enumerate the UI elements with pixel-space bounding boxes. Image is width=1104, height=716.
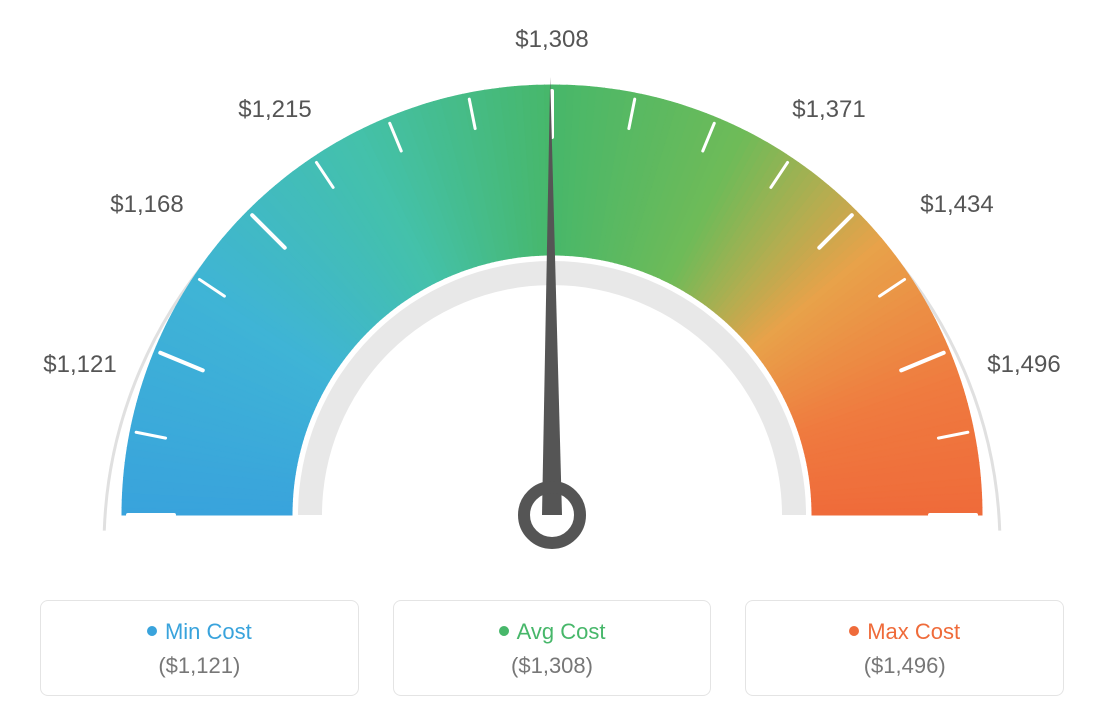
gauge-svg xyxy=(20,20,1084,580)
dot-icon xyxy=(849,626,859,636)
legend-value: ($1,496) xyxy=(756,653,1053,679)
legend-card-avg: Avg Cost ($1,308) xyxy=(393,600,712,696)
tick-label: $1,215 xyxy=(238,96,311,124)
legend-row: Min Cost ($1,121) Avg Cost ($1,308) Max … xyxy=(20,600,1084,696)
tick-label: $1,308 xyxy=(515,26,588,54)
legend-card-min: Min Cost ($1,121) xyxy=(40,600,359,696)
legend-title-text: Max Cost xyxy=(867,619,960,644)
dot-icon xyxy=(147,626,157,636)
legend-title: Avg Cost xyxy=(404,619,701,645)
tick-label: $1,168 xyxy=(110,191,183,219)
dot-icon xyxy=(499,626,509,636)
gauge-chart: $1,121 $1,168 $1,215 $1,308 $1,371 $1,43… xyxy=(20,20,1084,580)
tick-label: $1,434 xyxy=(920,191,993,219)
legend-value: ($1,121) xyxy=(51,653,348,679)
legend-value: ($1,308) xyxy=(404,653,701,679)
tick-label: $1,371 xyxy=(792,96,865,124)
legend-title-text: Min Cost xyxy=(165,619,252,644)
legend-title: Min Cost xyxy=(51,619,348,645)
legend-title: Max Cost xyxy=(756,619,1053,645)
tick-label: $1,121 xyxy=(43,351,116,379)
tick-label: $1,496 xyxy=(987,351,1060,379)
legend-card-max: Max Cost ($1,496) xyxy=(745,600,1064,696)
legend-title-text: Avg Cost xyxy=(517,619,606,644)
